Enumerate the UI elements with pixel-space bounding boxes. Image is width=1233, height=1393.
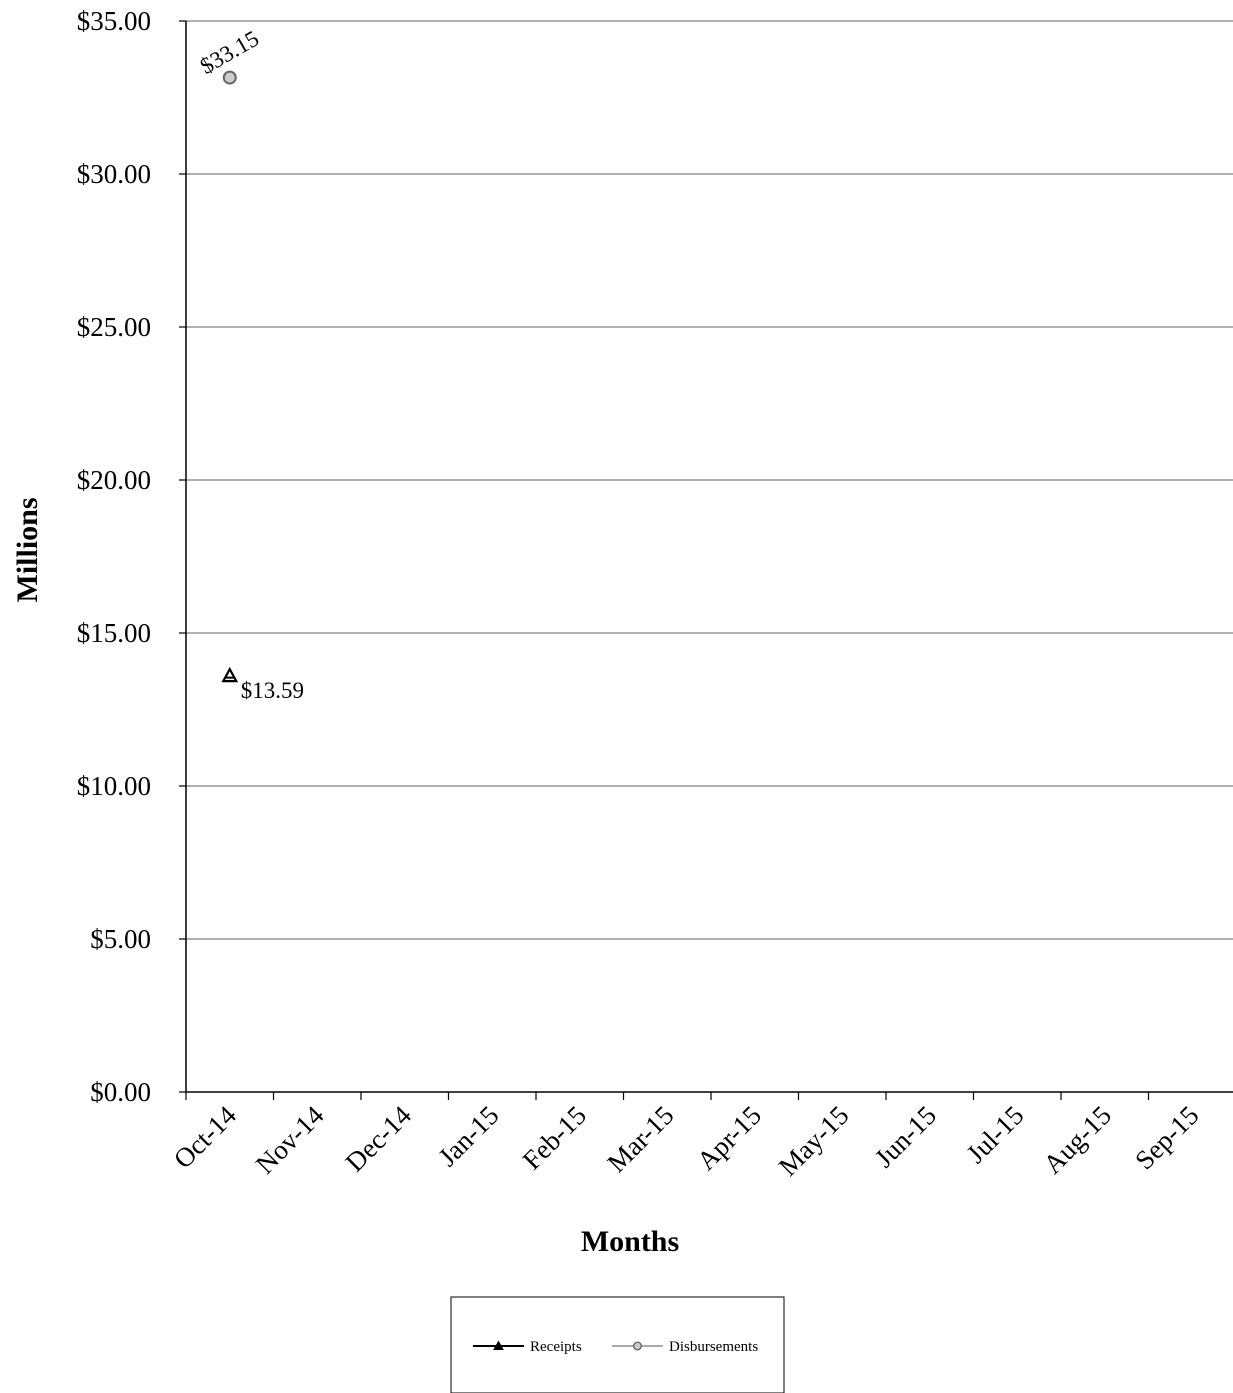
x-tick-label: Nov-14	[250, 1100, 330, 1180]
gridlines	[186, 20, 1233, 940]
y-tick-label: $30.00	[77, 159, 151, 189]
x-tick-label: Apr-15	[691, 1100, 767, 1176]
x-tick-label: Dec-14	[340, 1100, 418, 1178]
legend-disbursements-marker	[633, 1341, 642, 1351]
x-tick-label: Jul-15	[961, 1100, 1030, 1169]
y-tick-label: $0.00	[90, 1077, 151, 1107]
y-tick-label: $5.00	[90, 924, 151, 954]
y-axis-ticks: $0.00 $5.00 $10.00 $15.00 $20.00 $25.00 $30.00…	[77, 6, 186, 1107]
series: $13.59$33.15	[196, 26, 304, 703]
y-tick-label: $20.00	[77, 465, 151, 495]
x-tick-label: Aug-15	[1037, 1100, 1117, 1180]
disbursements-point	[222, 70, 237, 85]
y-tick-label: $35.00	[77, 6, 151, 36]
legend-receipts-label: Receipts	[530, 1339, 582, 1355]
x-tick-label: Jun-15	[869, 1100, 942, 1173]
y-tick-label: $25.00	[77, 312, 151, 342]
x-axis-title: Months	[581, 1225, 679, 1258]
x-axis-ticks: Oct-14 Nov-14 Dec-14 Jan-15 Feb-15 Mar-15 Apr-…	[168, 1092, 1204, 1182]
legend-disbursements-label: Disbursements	[669, 1339, 758, 1355]
x-tick-label: Oct-14	[168, 1100, 243, 1175]
legend: Receipts Disbursements	[450, 1296, 785, 1393]
x-tick-label: Jan-15	[432, 1100, 504, 1172]
x-tick-label: Mar-15	[601, 1100, 679, 1178]
receipts-data-label: $13.59	[241, 678, 304, 703]
x-tick-label: Sep-15	[1129, 1100, 1204, 1175]
axes	[185, 21, 1233, 1093]
y-tick-label: $10.00	[77, 771, 151, 801]
y-axis-title: Millions	[11, 497, 44, 602]
receipts-point	[221, 666, 239, 683]
legend-receipts-marker	[493, 1340, 504, 1350]
y-tick-label: $15.00	[77, 618, 151, 648]
x-tick-label: May-15	[773, 1100, 855, 1182]
x-tick-label: Feb-15	[517, 1100, 592, 1175]
